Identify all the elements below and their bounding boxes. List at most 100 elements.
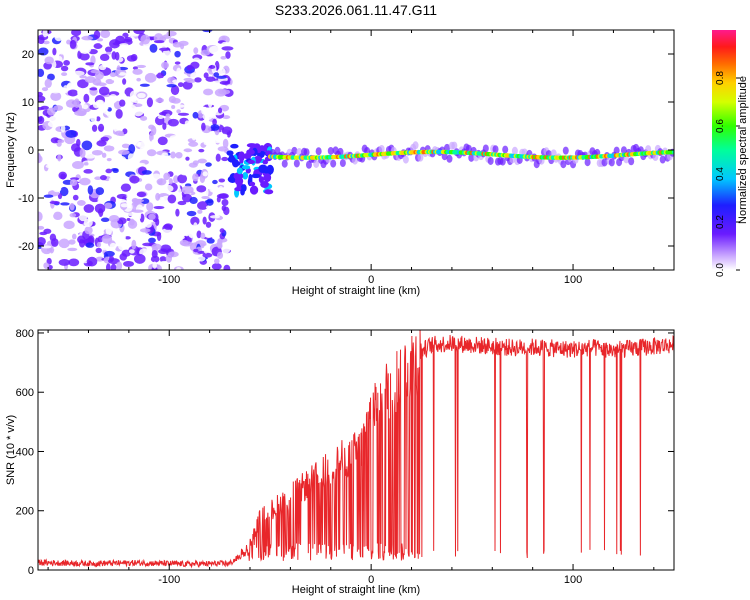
heatmap-cell (73, 98, 80, 108)
heatmap-cell (146, 97, 153, 108)
heatmap-cell (211, 263, 222, 270)
heatmap-cell (139, 83, 150, 87)
heatmap-cell (671, 149, 674, 155)
heatmap-cell (142, 66, 151, 73)
heatmap-cell (103, 145, 115, 152)
heatmap-cell (337, 147, 344, 156)
heatmap-cell (144, 72, 157, 83)
heatmap-cell (38, 68, 45, 78)
heatmap-cell (86, 256, 98, 267)
heatmap-cell (161, 61, 169, 69)
heatmap-cell (98, 64, 107, 71)
bottom-x-axis-label: Height of straight line (km) (292, 584, 420, 596)
heatmap-cell (171, 97, 181, 104)
heatmap-cell (69, 39, 77, 49)
heatmap-cell (136, 77, 141, 82)
heatmap-cell (108, 258, 120, 265)
heatmap-cell (177, 82, 184, 88)
heatmap-cell (263, 173, 272, 182)
heatmap-cell (251, 173, 261, 179)
heatmap-cell (203, 141, 215, 146)
heatmap-cell (189, 196, 198, 205)
heatmap-cell (87, 185, 94, 195)
heatmap-cell (240, 188, 245, 196)
heatmap-cell (157, 136, 168, 146)
heatmap-cell (259, 145, 265, 152)
heatmap-cell (58, 238, 70, 249)
heatmap-cell (186, 210, 197, 217)
heatmap-cell (53, 211, 63, 221)
heatmap-cell (85, 62, 95, 66)
heatmap-cell (249, 185, 259, 195)
heatmap-cell (492, 145, 499, 154)
heatmap-cell (119, 166, 126, 176)
heatmap-cell (281, 159, 288, 168)
heatmap-cell (613, 146, 620, 155)
heatmap-cell (66, 39, 71, 45)
heatmap-cell (83, 218, 93, 227)
heatmap-cell (163, 184, 174, 193)
heatmap-cell (175, 104, 186, 108)
y-tick-label: 10 (22, 97, 34, 109)
heatmap-cell (230, 143, 239, 149)
heatmap-cell (218, 193, 229, 199)
heatmap-cell (83, 204, 95, 213)
heatmap-cell (150, 125, 157, 136)
heatmap-cell (264, 189, 274, 195)
heatmap-cell (203, 72, 209, 79)
figure-title: S233.2026.061.11.47.G11 (275, 2, 437, 18)
heatmap-cell (155, 192, 161, 201)
heatmap-cell (212, 118, 217, 126)
heatmap-cell (84, 226, 93, 235)
heatmap-cell (190, 118, 196, 128)
heatmap-cell (77, 235, 86, 244)
colorbar-tick-label: 0.4 (715, 167, 726, 181)
heatmap-cell (126, 55, 137, 62)
heatmap-cell (57, 139, 65, 144)
y-tick-label: 400 (16, 446, 34, 458)
x-tick-label: 100 (564, 574, 582, 586)
heatmap-cell (192, 173, 199, 182)
heatmap-cell (242, 172, 249, 180)
heatmap-cell (180, 171, 190, 176)
heatmap-cell (115, 199, 127, 203)
heatmap-cell (217, 146, 229, 152)
heatmap-cell (120, 183, 132, 192)
heatmap-cell (167, 118, 179, 127)
x-tick-label: 0 (368, 274, 374, 286)
heatmap-cell (132, 209, 144, 213)
heatmap-cell (238, 151, 245, 162)
heatmap-cell (155, 97, 165, 103)
heatmap-cell (652, 153, 659, 162)
heatmap-cell (160, 244, 172, 253)
heatmap-cell (608, 158, 615, 167)
heatmap-cell (161, 152, 169, 160)
heatmap-cell (219, 228, 225, 234)
heatmap-cell (133, 253, 146, 264)
heatmap-cell (95, 247, 102, 254)
heatmap-cell (212, 179, 218, 185)
heatmap-cell (73, 225, 81, 231)
heatmap-cell (120, 203, 129, 208)
colorbar-gradient (712, 30, 736, 270)
heatmap-cell (222, 138, 229, 149)
heatmap-cell (205, 98, 212, 104)
heatmap-cell (149, 61, 154, 67)
heatmap-cell (159, 47, 171, 52)
heatmap-cell (168, 178, 173, 185)
heatmap-cell (225, 51, 231, 59)
heatmap-cell (228, 154, 235, 163)
heatmap-cell (91, 212, 100, 220)
heatmap-cell (502, 145, 509, 154)
heatmap-cell (205, 221, 212, 228)
heatmap-cell (49, 177, 59, 188)
heatmap-cell (236, 167, 243, 175)
heatmap-cell (167, 194, 177, 204)
heatmap-cell (412, 141, 419, 150)
heatmap-cell (206, 154, 218, 159)
heatmap-cell (45, 164, 58, 169)
heatmap-cell (43, 194, 54, 198)
heatmap-cell (170, 85, 180, 96)
heatmap-cell (50, 88, 61, 94)
